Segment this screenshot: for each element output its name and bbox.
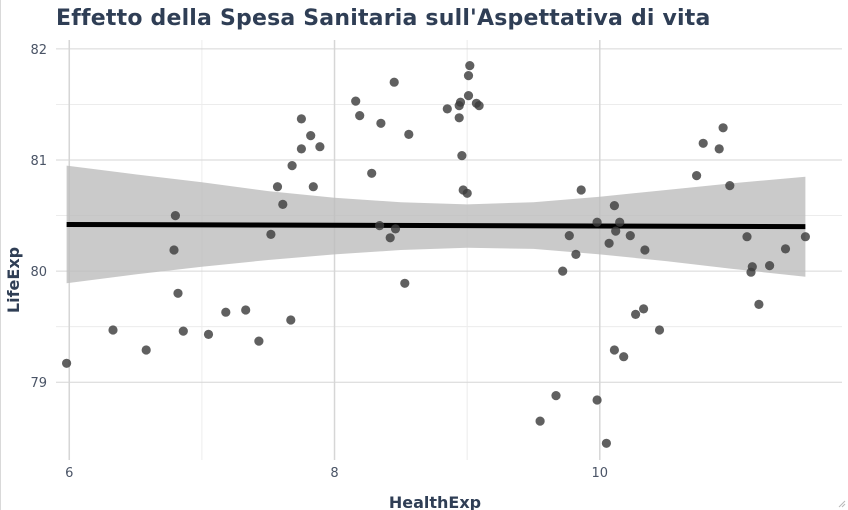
data-point [625, 231, 635, 241]
trend-line-layer [66, 221, 806, 230]
data-point [601, 438, 612, 448]
data-point [169, 245, 179, 255]
data-point [698, 138, 708, 148]
y-axis-title: LifeExp [4, 247, 23, 313]
data-point [266, 229, 276, 239]
data-point [315, 142, 325, 152]
y-tick-label: 81 [30, 154, 47, 169]
data-point [376, 118, 386, 128]
data-point [747, 262, 757, 272]
data-point [385, 233, 395, 243]
y-tick-label: 82 [30, 43, 47, 58]
data-point [571, 249, 581, 259]
data-point [355, 111, 365, 121]
data-point [296, 114, 306, 124]
data-point [141, 345, 151, 355]
x-tick-label: 10 [592, 466, 609, 481]
data-point [654, 325, 665, 335]
data-point [454, 113, 464, 123]
data-point [474, 101, 484, 111]
data-point [404, 129, 414, 139]
chart-title: Effetto della Spesa Sanitaria sull'Aspet… [56, 6, 711, 31]
data-point [173, 288, 183, 298]
data-point [442, 104, 452, 114]
data-point [609, 345, 620, 355]
data-point [714, 144, 724, 154]
data-point [604, 238, 614, 248]
data-point [535, 416, 545, 426]
data-point [754, 299, 764, 309]
y-tick-label: 79 [30, 376, 47, 391]
data-point [296, 144, 306, 154]
data-point [108, 325, 118, 335]
data-point [742, 232, 752, 242]
data-point [611, 226, 621, 236]
data-point [278, 199, 288, 209]
data-point [457, 151, 467, 161]
data-point [375, 221, 385, 231]
data-point [463, 71, 474, 81]
data-point [463, 91, 474, 101]
data-point [62, 358, 72, 368]
data-point [615, 217, 625, 227]
data-point [780, 244, 791, 254]
x-tick-label: 8 [330, 466, 338, 481]
data-point [203, 329, 214, 339]
data-point [351, 96, 361, 106]
data-point [308, 182, 318, 192]
data-point [609, 201, 620, 211]
data-point [306, 131, 316, 141]
x-axis-title: HealthExp [389, 493, 481, 510]
data-point [287, 161, 297, 171]
data-point [765, 261, 775, 271]
data-point [272, 182, 283, 192]
grid-layer [56, 40, 842, 460]
data-point [462, 188, 472, 198]
data-point [367, 168, 377, 178]
data-point [576, 185, 586, 195]
data-point [631, 309, 641, 319]
data-point [286, 315, 296, 325]
tick-labels-layer: 6 8 10 79 80 81 82 [30, 43, 608, 481]
data-point [455, 97, 466, 107]
resize-handle-icon[interactable] [836, 498, 846, 508]
data-point [564, 231, 574, 241]
data-point [465, 61, 475, 71]
data-point [170, 211, 180, 221]
data-point [692, 171, 702, 181]
data-point [558, 266, 568, 276]
data-point [619, 352, 629, 362]
y-tick-label: 80 [30, 265, 47, 280]
data-point [221, 307, 231, 317]
data-point [800, 232, 811, 242]
data-point [725, 181, 735, 191]
data-point [254, 336, 264, 346]
data-point [551, 391, 561, 401]
data-point [639, 304, 649, 314]
data-point [592, 217, 602, 227]
data-point [390, 224, 401, 234]
trend-line [66, 221, 806, 230]
data-point [389, 77, 399, 87]
data-point [718, 123, 728, 133]
data-point [178, 326, 188, 336]
data-point [640, 245, 650, 255]
data-point [241, 305, 251, 315]
data-point [592, 395, 602, 405]
data-points-layer [62, 61, 811, 448]
data-point [400, 278, 410, 288]
x-tick-label: 6 [65, 466, 73, 481]
